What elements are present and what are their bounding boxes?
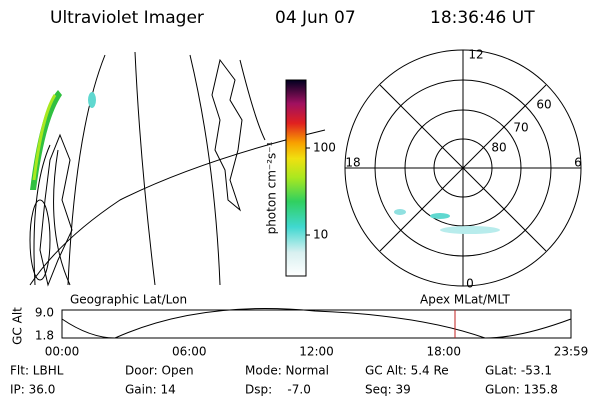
orbit-curve xyxy=(61,308,572,339)
orbit-axis-label: GC Alt xyxy=(11,307,25,345)
title: Ultraviolet Imager xyxy=(50,8,204,28)
geographic-map xyxy=(29,51,326,287)
mlt-label: 12 xyxy=(468,48,483,62)
orbit-label: Geographic Lat/Lon xyxy=(70,293,187,307)
colorbar-label: photon cm⁻²s⁻¹ xyxy=(265,141,279,234)
orbit-box xyxy=(61,309,572,339)
polar-plot xyxy=(344,49,582,287)
time-label: 00:00 xyxy=(45,345,80,359)
info-field: IP: 36.0 xyxy=(10,383,55,397)
mlt-label: 0 xyxy=(466,277,474,291)
info-field: Gain: 14 xyxy=(125,383,176,397)
lat-label: 70 xyxy=(513,121,528,135)
colorbar-tick-label: 10 xyxy=(313,228,328,242)
time: 18:36:46 UT xyxy=(430,8,535,28)
info-field: Door: Open xyxy=(125,364,194,378)
info-field: Flt: LBHL xyxy=(10,364,64,378)
lat-label: 80 xyxy=(491,141,506,155)
orbit-label: Apex MLat/MLT xyxy=(420,293,510,307)
info-field: Dsp: -7.0 xyxy=(245,383,311,397)
alt-label: 1.8 xyxy=(35,329,54,343)
info-field: GLon: 135.8 xyxy=(485,383,558,397)
info-field: GC Alt: 5.4 Re xyxy=(365,364,449,378)
lat-label: 60 xyxy=(536,98,551,112)
mlt-label: 18 xyxy=(345,156,360,170)
mlt-label: 6 xyxy=(574,156,582,170)
alt-label: 9.0 xyxy=(35,306,54,320)
info-field: GLat: -53.1 xyxy=(485,364,552,378)
info-field: Mode: Normal xyxy=(245,364,329,378)
time-label: 12:00 xyxy=(299,345,334,359)
time-label: 23:59 xyxy=(554,345,589,359)
colorbar xyxy=(285,79,307,277)
time-label: 18:00 xyxy=(426,345,461,359)
date: 04 Jun 07 xyxy=(275,8,356,28)
colorbar-tick-label: 100 xyxy=(313,141,336,155)
time-label: 06:00 xyxy=(172,345,207,359)
info-field: Seq: 39 xyxy=(365,383,411,397)
